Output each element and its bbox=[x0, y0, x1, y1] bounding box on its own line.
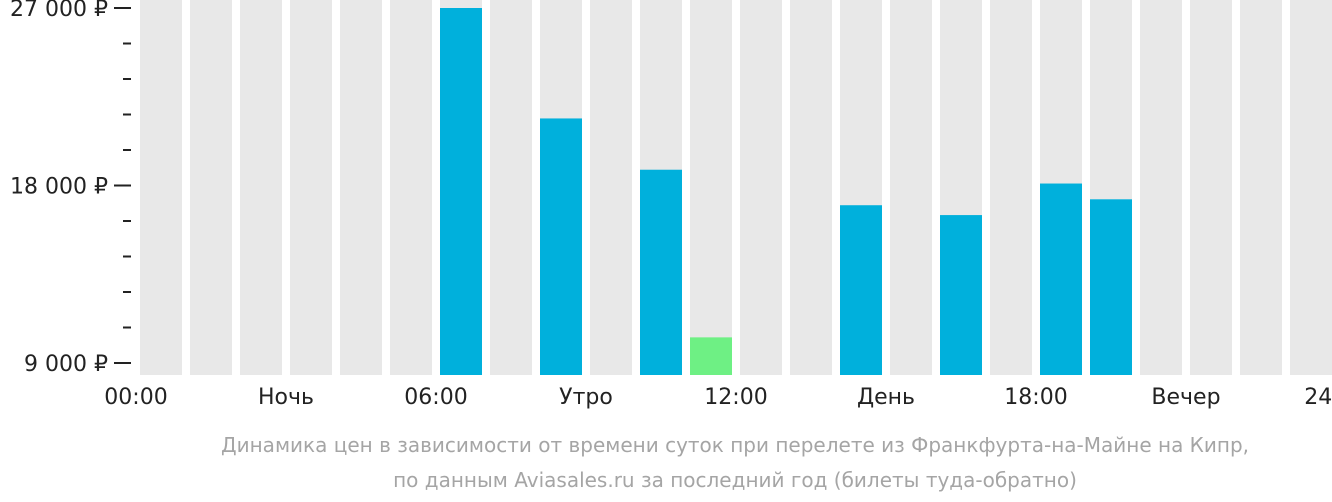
y-tick-label: 27 000 ₽ bbox=[10, 0, 108, 22]
x-tick-label: 18:00 bbox=[1004, 385, 1067, 410]
caption-line-2: по данным Aviasales.ru за последний год … bbox=[393, 468, 1077, 492]
bar bbox=[540, 118, 582, 375]
background-column bbox=[1140, 0, 1182, 375]
background-column bbox=[890, 0, 932, 375]
background-column bbox=[1190, 0, 1232, 375]
bar bbox=[440, 8, 482, 375]
x-tick-label: 06:00 bbox=[404, 385, 467, 410]
background-column bbox=[990, 0, 1032, 375]
bar bbox=[1090, 199, 1132, 375]
x-tick-label: Вечер bbox=[1151, 385, 1220, 410]
background-column bbox=[790, 0, 832, 375]
bar-cheapest bbox=[690, 337, 732, 375]
background-column bbox=[140, 0, 182, 375]
background-column bbox=[1240, 0, 1282, 375]
caption-line-1: Динамика цен в зависимости от времени су… bbox=[221, 433, 1249, 457]
background-column bbox=[340, 0, 382, 375]
bars bbox=[440, 8, 1132, 375]
background-column bbox=[240, 0, 282, 375]
x-tick-label: 24:00 bbox=[1304, 385, 1332, 410]
bar bbox=[840, 205, 882, 375]
background-column bbox=[690, 0, 732, 375]
background-column bbox=[490, 0, 532, 375]
background-column bbox=[1290, 0, 1332, 375]
background-columns bbox=[140, 0, 1332, 375]
bar bbox=[1040, 183, 1082, 375]
y-axis: 9 000 ₽ 18 000 ₽ 27 000 ₽ bbox=[10, 0, 131, 377]
x-tick-label: 00:00 bbox=[104, 385, 167, 410]
background-column bbox=[190, 0, 232, 375]
x-axis: 00:00 Ночь 06:00 Утро 12:00 День 18:00 Вечер 24:… bbox=[104, 385, 1332, 410]
background-column bbox=[390, 0, 432, 375]
background-column bbox=[590, 0, 632, 375]
x-tick-label: 12:00 bbox=[704, 385, 767, 410]
x-tick-label: День bbox=[857, 385, 915, 410]
bar bbox=[940, 215, 982, 375]
background-column bbox=[740, 0, 782, 375]
y-tick-label: 18 000 ₽ bbox=[10, 175, 108, 200]
x-tick-label: Ночь bbox=[258, 385, 314, 410]
bar bbox=[640, 169, 682, 375]
y-tick-label: 9 000 ₽ bbox=[24, 352, 108, 377]
x-tick-label: Утро bbox=[559, 385, 613, 410]
chart-caption: Динамика цен в зависимости от времени су… bbox=[221, 433, 1249, 492]
background-column bbox=[290, 0, 332, 375]
